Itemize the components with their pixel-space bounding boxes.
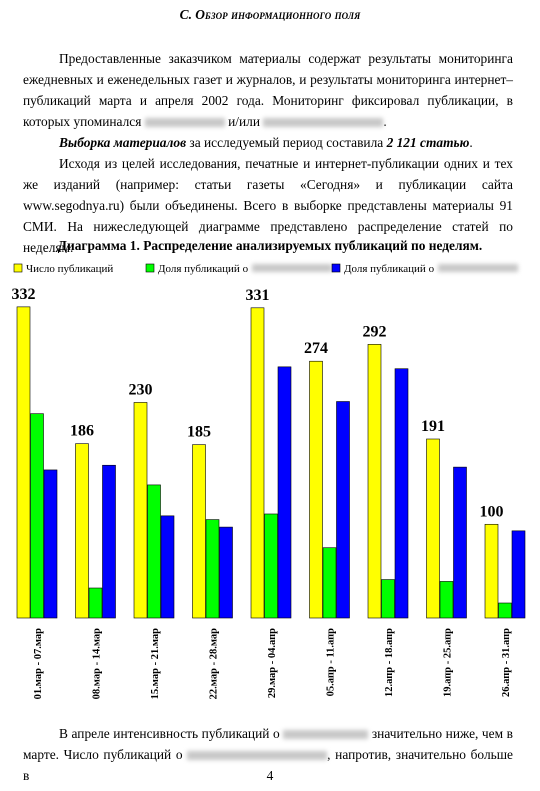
section-title: С. Обзор информационного поля (179, 7, 361, 22)
redaction (144, 118, 225, 128)
text: Предоставленные заказчиком материалы сод… (23, 51, 513, 129)
x-tick-label: 15.мар - 21.мар (150, 628, 161, 699)
legend-swatch (13, 263, 23, 273)
value-label: 332 (12, 286, 36, 303)
bar (394, 368, 409, 619)
legend-label: Доля публикаций о (158, 263, 249, 275)
paragraph: Предоставленные заказчиком материалы сод… (23, 48, 513, 132)
text: Выборка материалов (59, 135, 187, 150)
paragraph: Выборка материалов за исследуемый период… (23, 132, 513, 153)
bar (250, 307, 265, 619)
chart-title: Диаграмма 1. Распределение анализируемых… (57, 238, 483, 253)
bar (133, 402, 148, 619)
chart: Число публикаций Доля публикаций о Доля пу… (12, 263, 526, 699)
bar (367, 344, 382, 619)
value-label: 100 (480, 503, 504, 520)
value-label: 185 (187, 424, 211, 441)
bar (309, 360, 323, 619)
legend-swatch (331, 263, 341, 273)
value-label: 191 (421, 418, 445, 435)
x-tick-label: 22.мар - 28.мар (209, 628, 220, 699)
bar (75, 443, 89, 619)
text: , напротив, значительно больше в (23, 747, 513, 783)
page-number: 4 (266, 768, 274, 783)
value-label: 331 (246, 287, 270, 304)
legend-label: Доля публикаций о (344, 263, 435, 275)
bar (88, 587, 103, 619)
value-label: 230 (129, 381, 153, 398)
bar (102, 464, 116, 619)
paragraph: Исходя из целей исследования, печатные и… (23, 156, 513, 255)
value-label: 292 (363, 323, 387, 340)
x-tick-label: 19.апр - 25.апр (443, 628, 454, 697)
bar (160, 515, 175, 619)
x-tick-label: 26.апр - 31.апр (501, 628, 512, 697)
legend-label: Число публикаций (26, 263, 113, 275)
text: и/или (228, 114, 261, 129)
redaction (263, 118, 384, 128)
bar (426, 438, 440, 619)
bar (205, 519, 220, 619)
bar (264, 513, 278, 619)
bar (453, 466, 467, 619)
bar (511, 530, 526, 619)
redaction (187, 751, 328, 761)
bar (147, 484, 161, 619)
bar (192, 444, 206, 619)
bar (277, 366, 292, 619)
text: . (469, 135, 473, 150)
bar (219, 526, 233, 619)
text: . (383, 114, 387, 129)
redaction (283, 730, 369, 740)
text: 2 121 статью (386, 135, 470, 150)
bar (336, 401, 350, 619)
bar (381, 579, 395, 619)
legend-swatch (145, 263, 155, 273)
value-label: 274 (304, 340, 328, 357)
bar (484, 523, 499, 619)
bar (439, 581, 454, 619)
x-tick-label: 05.апр - 11.апр (326, 628, 337, 697)
value-label: 186 (70, 423, 94, 440)
redaction (252, 264, 333, 272)
x-tick-label: 29.мар - 04.апр (267, 628, 278, 698)
bar (322, 547, 337, 619)
bar (16, 306, 31, 619)
text: В апреле интенсивность публикаций о (59, 726, 280, 741)
bar (498, 602, 512, 619)
redaction (438, 264, 519, 272)
x-tick-label: 12.апр - 18.апр (384, 628, 395, 697)
bar (30, 413, 44, 619)
text: за исследуемый период составила (189, 135, 384, 150)
bar (43, 469, 58, 619)
x-tick-label: 08.мар - 14.мар (92, 628, 103, 699)
text: значительно ниже, чем в марте. Число пуб… (23, 726, 513, 762)
x-tick-label: 01.мар - 07.мар (33, 628, 44, 699)
paragraph: В апреле интенсивность публикаций о знач… (23, 723, 513, 786)
